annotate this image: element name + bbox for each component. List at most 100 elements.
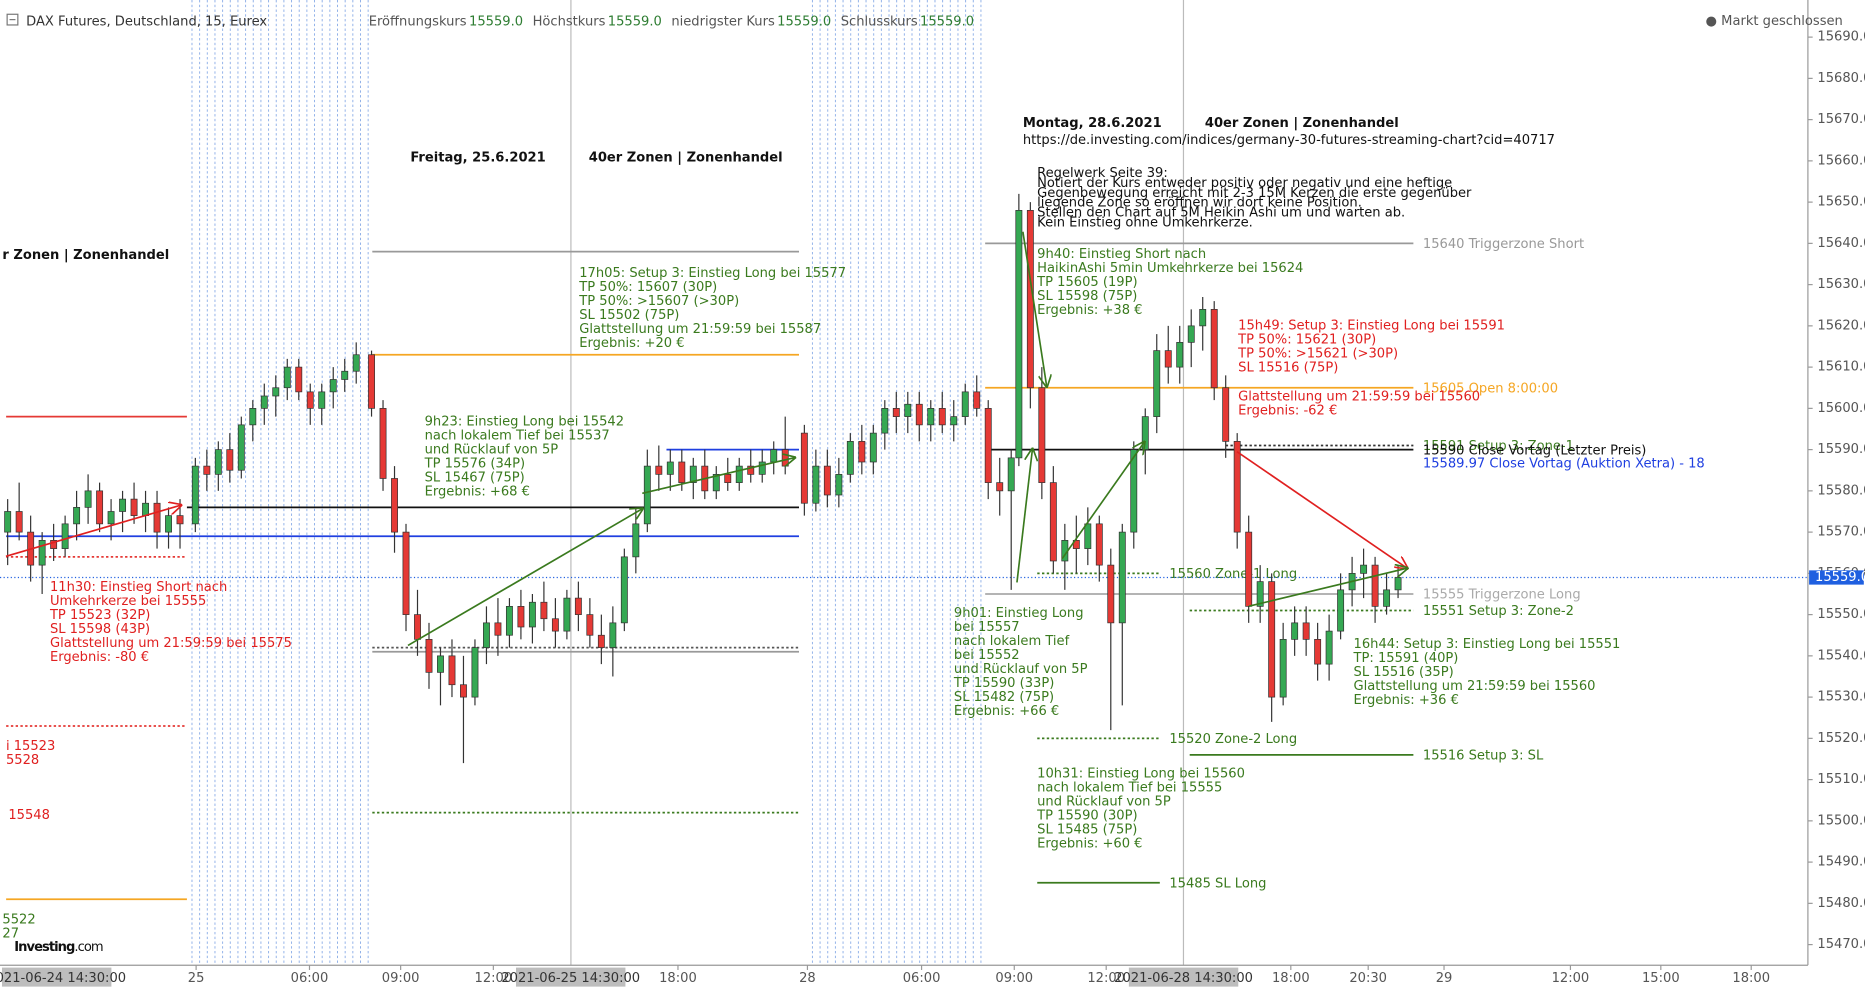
ohlc-value: 15559.0 xyxy=(777,15,831,30)
candle-body xyxy=(540,601,548,620)
ohlc-name: Schlusskurs xyxy=(841,15,918,30)
annotation-line: TP 50%: >15607 (>30P) xyxy=(578,294,739,309)
candle-body xyxy=(1325,630,1333,665)
candle-body xyxy=(38,540,46,566)
candle-body xyxy=(835,474,843,496)
candle-body xyxy=(329,379,337,393)
candle-body xyxy=(927,408,935,426)
annotation-line: 9h40: Einstieg Short nach xyxy=(1037,247,1206,262)
candle-body xyxy=(770,449,778,463)
candle-body xyxy=(1268,581,1276,698)
collapse-icon[interactable] xyxy=(6,13,19,26)
y-tick-label: 15490.0 xyxy=(1817,855,1865,870)
candle-body xyxy=(15,511,23,533)
candle-body xyxy=(666,461,674,475)
candle-body xyxy=(915,403,923,426)
candle-body xyxy=(130,498,138,516)
candle-body xyxy=(1107,564,1115,624)
x-date-label: 2021-06-24 14:30:00 xyxy=(0,971,126,986)
annotation-line: 9h01: Einstieg Long xyxy=(954,606,1084,621)
candle-body xyxy=(425,639,433,673)
candle-body xyxy=(735,465,743,483)
candle-body xyxy=(904,403,912,417)
candle-body xyxy=(505,606,513,636)
trend-arrow xyxy=(407,509,642,647)
candle-body xyxy=(471,647,479,698)
candle-body xyxy=(1049,482,1057,562)
annotation-line: Ergebnis: +60 € xyxy=(1037,837,1142,852)
candle-body xyxy=(414,614,421,640)
y-tick-label: 15480.0 xyxy=(1817,896,1865,911)
level-label: 15520 Zone-2 Long xyxy=(1169,732,1297,747)
symbol: DAX Futures, Deutschland, 15, Eurex xyxy=(26,15,267,30)
annotation-line: SL 15502 (75P) xyxy=(579,308,679,323)
annotation-line: 5522 xyxy=(2,913,35,928)
candle-body xyxy=(597,634,605,648)
annotation-line: TP 15576 (34P) xyxy=(424,457,525,472)
candle-body xyxy=(494,622,502,636)
candle-body xyxy=(892,408,900,417)
y-tick-label: 15620.0 xyxy=(1817,318,1865,333)
annotation-line: Stellen den Chart auf 5M Heikin Ashi um … xyxy=(1037,206,1405,221)
annotation-line: https://de.investing.com/indices/germany… xyxy=(1023,133,1555,148)
annotation-line: TP 15590 (30P) xyxy=(1036,808,1137,823)
annotation-line: HaikinAshi 5min Umkehrkerze bei 15624 xyxy=(1037,261,1303,276)
candle-body xyxy=(655,465,663,475)
candle-body xyxy=(237,424,245,471)
candle-body xyxy=(973,391,981,409)
session-band xyxy=(806,0,985,966)
y-tick-label: 15500.0 xyxy=(1817,813,1865,828)
annotation-line: TP 15523 (32P) xyxy=(49,608,150,623)
candle-body xyxy=(1130,449,1138,533)
candle-body xyxy=(1394,577,1402,591)
annotation-line: Ergebnis: -80 € xyxy=(50,650,149,665)
annotation-line: und Rücklauf von 5P xyxy=(1037,794,1171,809)
level-label: 15590 Close Vortag (Letzter Preis) xyxy=(1423,443,1647,458)
annotation-line: Glattstellung um 21:59:59 bei 15560 xyxy=(1354,679,1596,694)
candle-body xyxy=(632,523,640,558)
session-band xyxy=(190,0,372,966)
candle-body xyxy=(84,490,92,508)
candle-body xyxy=(226,449,234,471)
annotation-line: 16h44: Setup 3: Einstieg Long bei 15551 xyxy=(1354,637,1621,652)
candle-body xyxy=(781,449,789,467)
candle-body xyxy=(574,597,582,615)
candle-body xyxy=(176,515,184,525)
y-tick-label: 15690.0 xyxy=(1817,30,1865,45)
y-tick-label: 15670.0 xyxy=(1817,112,1865,127)
x-tick-label: 29 xyxy=(1436,971,1453,986)
level-label: 15516 Setup 3: SL xyxy=(1423,749,1544,764)
annotation-line: Glattstellung um 21:59:59 bei 15560 xyxy=(1238,390,1480,405)
candle-body xyxy=(1233,441,1241,533)
annotation-line: 15h49: Setup 3: Einstieg Long bei 15591 xyxy=(1238,318,1505,333)
annotation-line: nach lokalem Tief bei 15555 xyxy=(1037,780,1222,795)
x-tick-label: 06:00 xyxy=(903,971,941,986)
candle-body xyxy=(996,482,1004,492)
candle-body xyxy=(1095,523,1103,566)
annotation-line: 9h23: Einstieg Long bei 15542 xyxy=(425,415,624,430)
candle-body xyxy=(1084,523,1092,549)
annotation-line: r Zonen | Zonenhandel xyxy=(2,248,169,263)
annotation-line: TP 50%: 15607 (30P) xyxy=(578,280,717,295)
annotation-line: SL 15485 (75P) xyxy=(1037,823,1137,838)
annotation-line: Kein Einstieg ohne Umkehrkerze. xyxy=(1037,215,1253,230)
candle-body xyxy=(483,622,490,648)
candle-body xyxy=(142,502,150,516)
candle-body xyxy=(938,408,946,426)
candle-body xyxy=(1007,457,1015,492)
annotation-line: 15548 xyxy=(8,808,50,823)
candle-body xyxy=(306,391,314,409)
candle-body xyxy=(1302,622,1310,640)
candle-body xyxy=(1371,564,1379,607)
annotation-line: und Rücklauf von 5P xyxy=(954,662,1088,677)
annotation-line: TP 50%: >15621 (>30P) xyxy=(1237,346,1398,361)
candle-body xyxy=(678,461,686,483)
level-label: 15555 Triggerzone Long xyxy=(1423,588,1581,603)
y-tick-label: 15590.0 xyxy=(1817,442,1865,457)
candle-body xyxy=(341,370,349,380)
x-tick-label: 15:00 xyxy=(1642,971,1680,986)
annotation-line: bei 15557 xyxy=(954,620,1020,635)
level-label: 15605 Open 8:00:00 xyxy=(1423,381,1558,396)
